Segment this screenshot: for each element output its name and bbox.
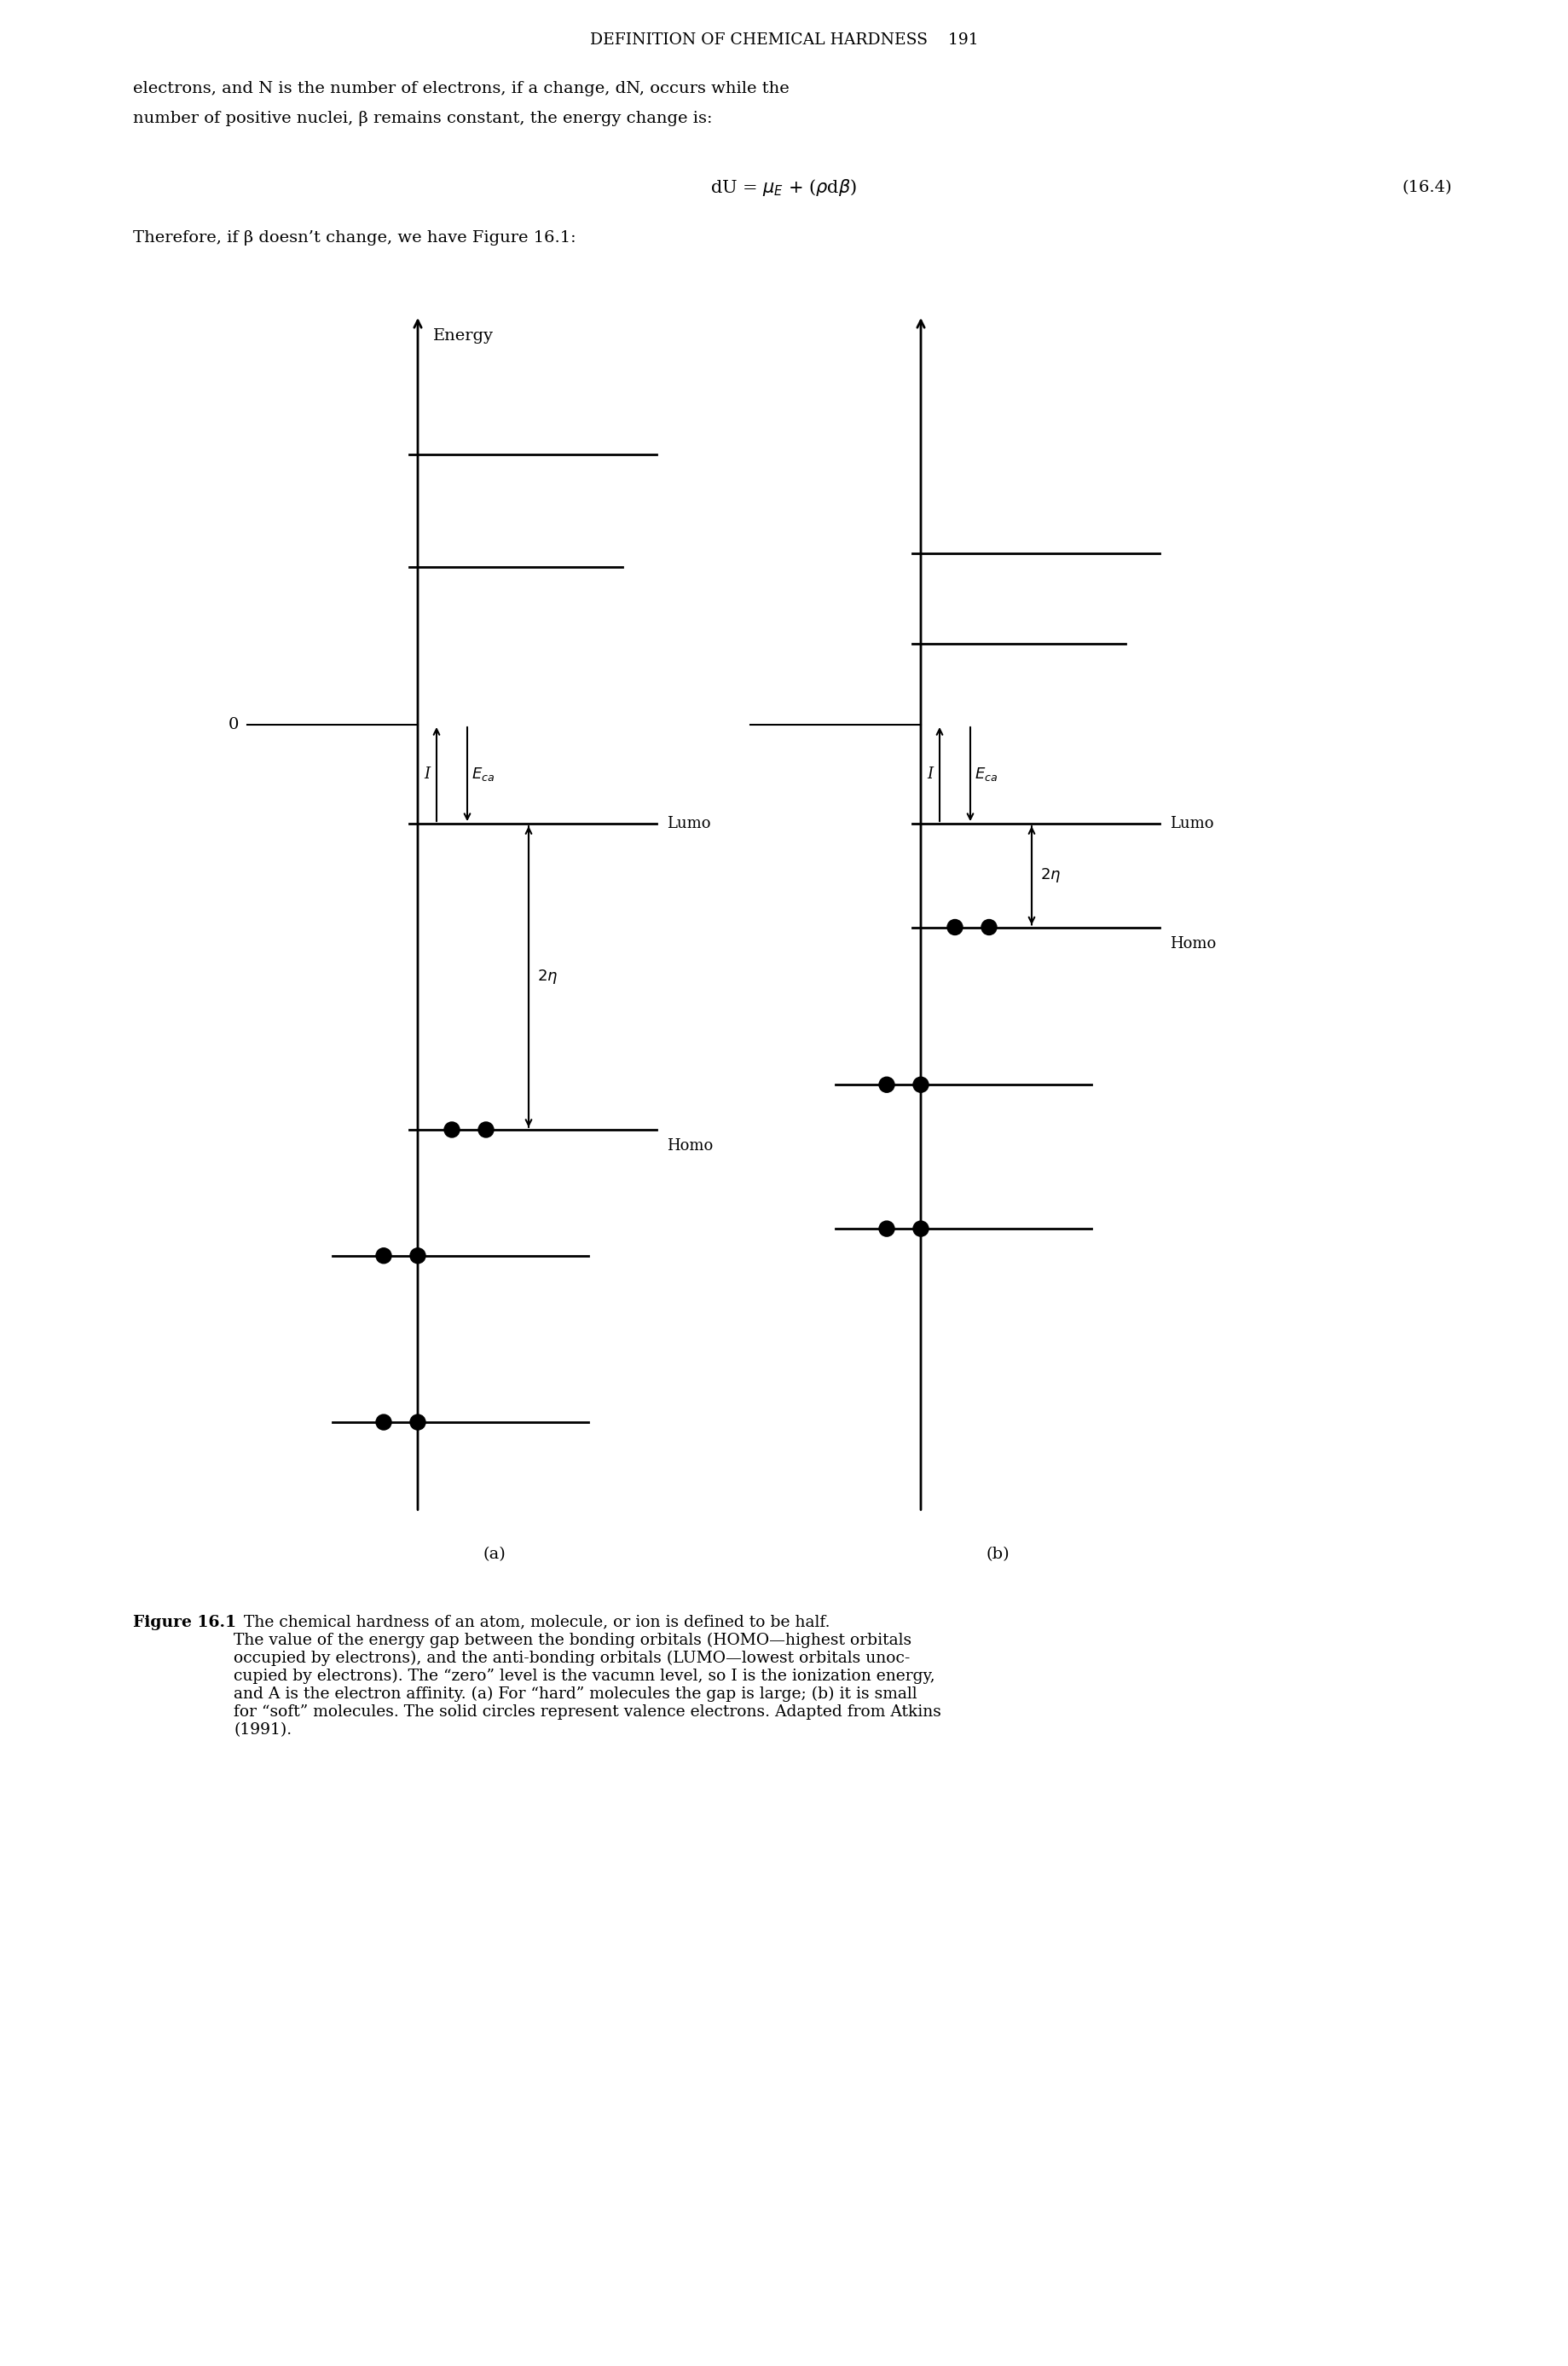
Circle shape bbox=[376, 1247, 392, 1263]
Text: $2\eta$: $2\eta$ bbox=[1040, 866, 1062, 885]
Text: (16.4): (16.4) bbox=[1402, 180, 1452, 196]
Circle shape bbox=[913, 1221, 928, 1237]
Text: Therefore, if β doesn’t change, we have Figure 16.1:: Therefore, if β doesn’t change, we have … bbox=[133, 230, 577, 246]
Circle shape bbox=[880, 1221, 894, 1237]
Text: (a): (a) bbox=[483, 1547, 506, 1562]
Text: 0: 0 bbox=[229, 717, 238, 733]
Circle shape bbox=[947, 920, 963, 935]
Text: $E_{ca}$: $E_{ca}$ bbox=[472, 767, 495, 783]
Circle shape bbox=[913, 1077, 928, 1093]
Text: The chemical hardness of an atom, molecule, or ion is defined to be half.
The va: The chemical hardness of an atom, molecu… bbox=[234, 1614, 941, 1737]
Text: (b): (b) bbox=[986, 1547, 1010, 1562]
Text: Homo: Homo bbox=[1170, 935, 1217, 951]
Text: Lumo: Lumo bbox=[666, 816, 710, 830]
Text: I: I bbox=[423, 767, 430, 781]
Circle shape bbox=[444, 1121, 459, 1138]
Circle shape bbox=[411, 1247, 425, 1263]
Text: $E_{ca}$: $E_{ca}$ bbox=[975, 767, 997, 783]
Text: I: I bbox=[927, 767, 933, 781]
Text: Homo: Homo bbox=[666, 1138, 713, 1155]
Circle shape bbox=[376, 1415, 392, 1429]
Text: $2\eta$: $2\eta$ bbox=[538, 968, 558, 987]
Text: Lumo: Lumo bbox=[1170, 816, 1214, 830]
Circle shape bbox=[411, 1415, 425, 1429]
Text: Energy: Energy bbox=[433, 329, 494, 343]
Text: Figure 16.1: Figure 16.1 bbox=[133, 1614, 237, 1630]
Circle shape bbox=[880, 1077, 894, 1093]
Text: DEFINITION OF CHEMICAL HARDNESS    191: DEFINITION OF CHEMICAL HARDNESS 191 bbox=[590, 33, 978, 47]
Circle shape bbox=[478, 1121, 494, 1138]
Text: dU = $\mu_E$ + ($\rho$d$\beta$): dU = $\mu_E$ + ($\rho$d$\beta$) bbox=[710, 177, 858, 199]
Text: number of positive nuclei, β remains constant, the energy change is:: number of positive nuclei, β remains con… bbox=[133, 111, 712, 125]
Circle shape bbox=[982, 920, 997, 935]
Text: electrons, and N is the number of electrons, if a change, dN, occurs while the: electrons, and N is the number of electr… bbox=[133, 80, 790, 97]
